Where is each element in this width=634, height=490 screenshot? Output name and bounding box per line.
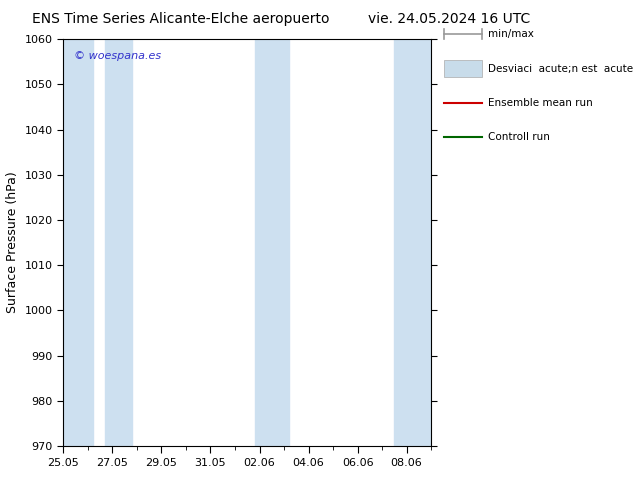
Text: © woespana.es: © woespana.es bbox=[74, 51, 162, 61]
Text: Controll run: Controll run bbox=[488, 132, 550, 142]
Text: min/max: min/max bbox=[488, 29, 534, 39]
Text: ENS Time Series Alicante-Elche aeropuerto: ENS Time Series Alicante-Elche aeropuert… bbox=[32, 12, 329, 26]
Y-axis label: Surface Pressure (hPa): Surface Pressure (hPa) bbox=[6, 172, 19, 314]
Text: vie. 24.05.2024 16 UTC: vie. 24.05.2024 16 UTC bbox=[368, 12, 530, 26]
Bar bbox=[394, 39, 434, 446]
Bar bbox=[61, 39, 93, 446]
Bar bbox=[255, 39, 289, 446]
Text: Ensemble mean run: Ensemble mean run bbox=[488, 98, 593, 108]
Text: Desviaci  acute;n est  acute;ndar: Desviaci acute;n est acute;ndar bbox=[488, 64, 634, 74]
Bar bbox=[105, 39, 132, 446]
